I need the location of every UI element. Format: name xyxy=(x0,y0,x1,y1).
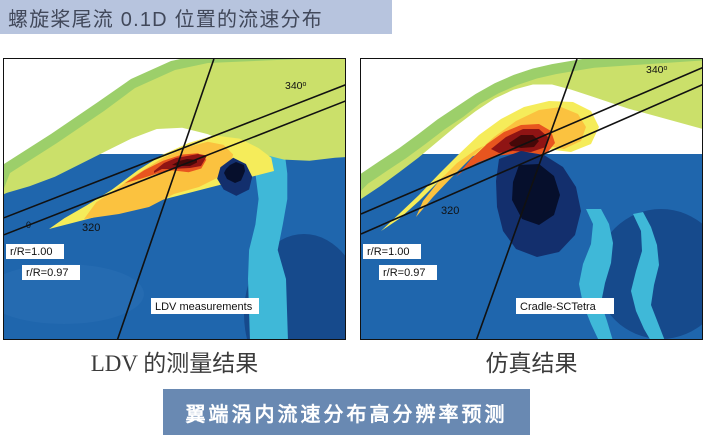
svg-text:Cradle-SCTetra: Cradle-SCTetra xyxy=(520,301,597,313)
svg-text:LDV measurements: LDV measurements xyxy=(155,301,253,313)
svg-text:r/R=0.97: r/R=0.97 xyxy=(383,267,426,279)
svg-text:0: 0 xyxy=(26,220,31,230)
svg-text:r/R=0.97: r/R=0.97 xyxy=(26,267,69,279)
svg-text:320: 320 xyxy=(82,222,100,234)
svg-text:r/R=1.00: r/R=1.00 xyxy=(10,246,53,258)
svg-text:320: 320 xyxy=(441,205,459,217)
svg-text:r/R=1.00: r/R=1.00 xyxy=(367,246,410,258)
